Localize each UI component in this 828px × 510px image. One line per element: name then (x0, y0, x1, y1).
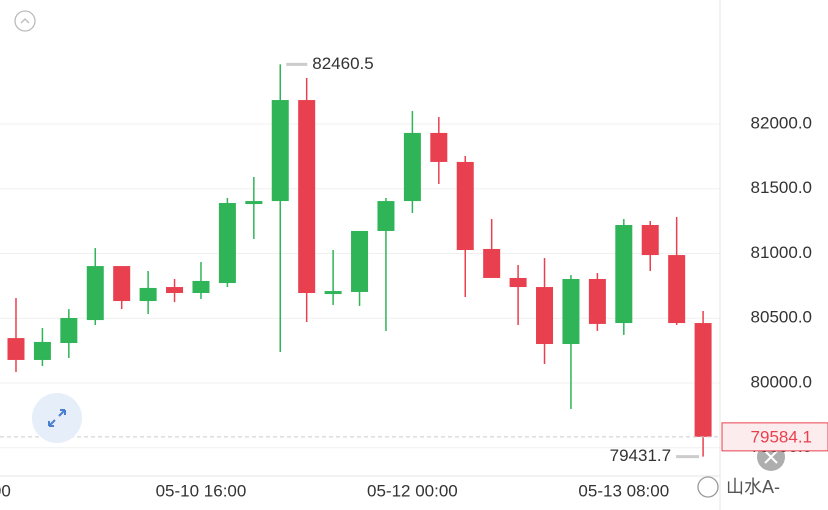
candles (7, 64, 712, 457)
candle-body (33, 341, 51, 360)
last-price-box (721, 422, 828, 452)
candle-body (298, 100, 316, 293)
candle-body (562, 279, 580, 345)
candle-body (588, 279, 606, 324)
candle-body (430, 132, 448, 162)
candle-body (324, 291, 342, 295)
candle-body (377, 201, 395, 231)
candle-body (113, 266, 131, 302)
last-price-label: 79584.1 (751, 427, 812, 446)
candle-body (509, 277, 527, 288)
x-tick-label: 08:00 (0, 481, 11, 500)
candle-body (60, 317, 78, 343)
candle-body (271, 100, 289, 202)
min-label: 79431.7 (610, 446, 671, 465)
x-tick-label: 05-12 00:00 (367, 481, 458, 500)
collapse-button[interactable] (14, 10, 36, 32)
candle-body (7, 338, 25, 360)
y-tick-label: 81000.0 (751, 243, 812, 262)
overlay: 82460.5 79431.7 (0, 54, 720, 465)
candle-body (139, 287, 157, 302)
x-tick-label: 05-13 08:00 (578, 481, 669, 500)
candle-body (86, 266, 104, 321)
x-tick-label: 05-10 16:00 (156, 481, 247, 500)
candle-body (166, 287, 184, 293)
y-tick-label: 81500.0 (751, 178, 812, 197)
candle-body (536, 287, 554, 345)
candle-body (668, 255, 686, 324)
candle-body (483, 248, 501, 278)
candle-body (192, 280, 210, 293)
y-tick-label: 80500.0 (751, 308, 812, 327)
y-tick-label: 82000.0 (751, 113, 812, 132)
candle-body (403, 132, 421, 202)
expand-button[interactable] (32, 393, 82, 443)
max-label: 82460.5 (312, 54, 373, 73)
candle-body (615, 225, 633, 324)
candle-body (641, 225, 659, 256)
candle-body (694, 323, 712, 437)
watermark-text: 山水A- (726, 477, 780, 497)
candle-body (456, 161, 474, 251)
y-tick-label: 80000.0 (751, 372, 812, 391)
candle-body (351, 230, 369, 292)
candle-body (245, 201, 263, 205)
candle-body (218, 202, 236, 284)
